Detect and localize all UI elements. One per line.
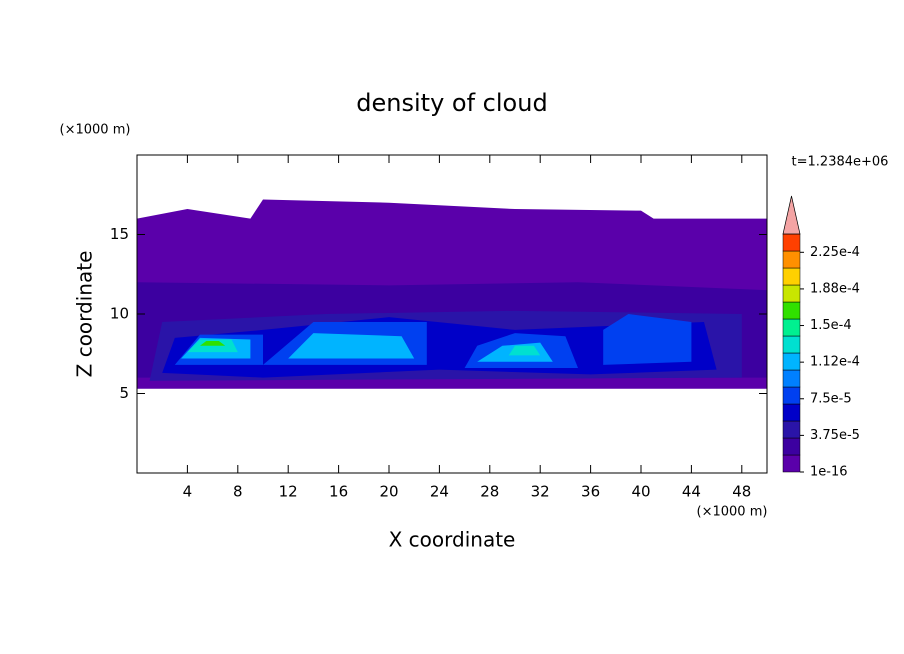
x-tick-label: 40 xyxy=(631,483,650,501)
y-unit: (×1000 m) xyxy=(60,123,131,138)
y-tick-label: 5 xyxy=(119,384,129,402)
colorbar-tick-label: 1.5e-4 xyxy=(810,318,852,333)
x-tick-label: 48 xyxy=(732,483,751,501)
colorbar-band xyxy=(782,318,801,337)
x-tick-label: 8 xyxy=(233,483,243,501)
colorbar-band xyxy=(782,284,801,303)
x-tick-label: 16 xyxy=(329,483,348,501)
chart-title: density of cloud xyxy=(356,89,547,117)
annotation: t=1.2384e+06 xyxy=(792,155,889,170)
colorbar-tick-label: 1.88e-4 xyxy=(810,281,860,296)
y-tick-label: 15 xyxy=(110,225,129,243)
y-tick-label: 10 xyxy=(110,305,129,323)
colorbar-band xyxy=(782,403,801,422)
x-tick-label: 44 xyxy=(682,483,701,501)
colorbar-band xyxy=(782,454,801,473)
x-unit: (×1000 m) xyxy=(697,505,768,520)
colorbar-extend xyxy=(782,195,801,235)
colorbar-tick-label: 7.5e-5 xyxy=(810,391,852,406)
colorbar-band xyxy=(782,250,801,269)
x-tick-label: 36 xyxy=(581,483,600,501)
colorbar-band xyxy=(782,437,801,456)
x-tick-label: 4 xyxy=(183,483,193,501)
colorbar-band xyxy=(782,369,801,388)
x-tick-label: 32 xyxy=(531,483,550,501)
colorbar-tick-label: 1e-16 xyxy=(810,465,848,480)
contour-region xyxy=(508,345,541,356)
colorbar-tick-label: 3.75e-5 xyxy=(810,428,860,443)
x-tick-label: 24 xyxy=(430,483,449,501)
contour-region xyxy=(288,333,415,359)
colorbar-tick-label: 1.12e-4 xyxy=(810,355,860,370)
y-axis-label: Z coordinate xyxy=(73,251,97,378)
x-tick-label: 12 xyxy=(279,483,298,501)
colorbar-band xyxy=(782,420,801,439)
x-tick-label: 28 xyxy=(480,483,499,501)
x-tick-label: 20 xyxy=(379,483,398,501)
colorbar-band xyxy=(782,267,801,286)
colorbar-band xyxy=(782,335,801,354)
colorbar-tick-label: 2.25e-4 xyxy=(810,245,860,260)
colorbar-band xyxy=(782,233,801,252)
colorbar-band xyxy=(782,352,801,371)
colorbar-band xyxy=(782,386,801,405)
colorbar-band xyxy=(782,301,801,320)
contour-region xyxy=(200,341,226,346)
x-axis-label: X coordinate xyxy=(389,528,516,552)
contour-region xyxy=(603,314,692,365)
